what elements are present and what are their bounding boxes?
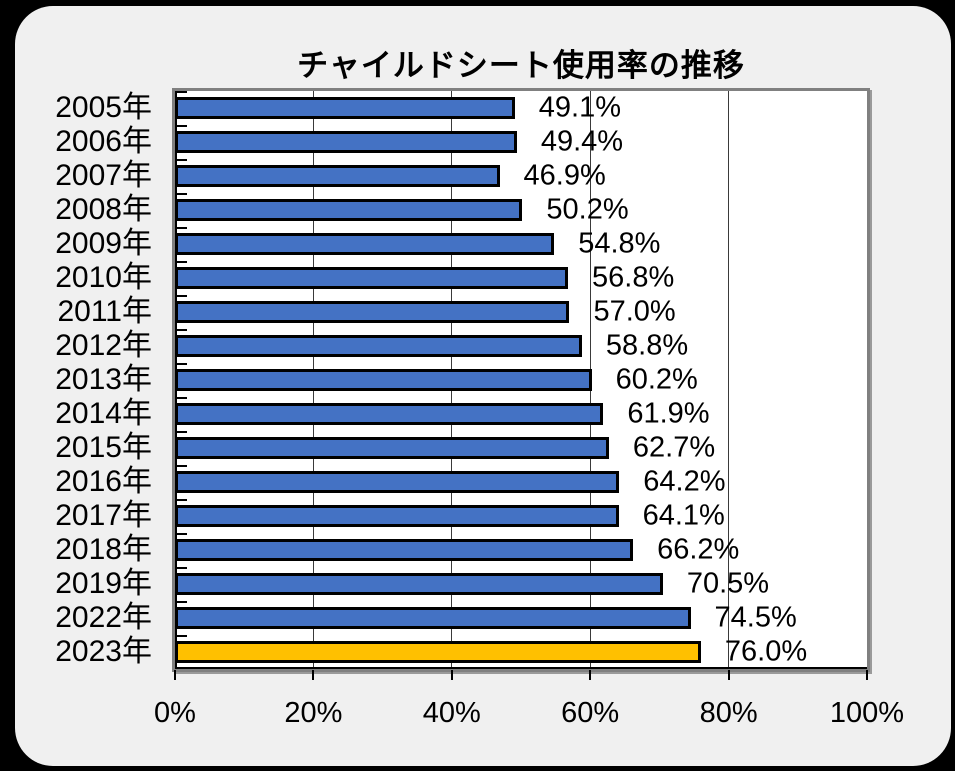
y-tick — [175, 159, 187, 161]
value-label-2019年: 70.5% — [686, 567, 770, 600]
y-tick — [175, 125, 187, 127]
value-label-2009年: 54.8% — [578, 227, 661, 260]
bar-2010年 — [175, 267, 569, 289]
plot-inner: 49.1% 49.4% 46.9% 50.2% 54.8% 56.8% 57.0% 58.8%… — [175, 91, 867, 669]
y-axis-label-2006年: 2006年 — [55, 125, 152, 158]
y-tick — [175, 193, 187, 195]
plot-area: 49.1% 49.4% 46.9% 50.2% 54.8% 56.8% 57.0% 58.8%… — [172, 88, 870, 672]
bar-2022年 — [175, 607, 691, 629]
y-axis-label-2013年: 2013年 — [55, 363, 152, 396]
value-label-2012年: 58.8% — [605, 329, 689, 362]
bar-2018年 — [175, 539, 634, 561]
y-tick — [175, 499, 187, 501]
y-tick — [175, 533, 187, 535]
value-label-2015年: 62.7% — [632, 431, 716, 464]
bar-2019年 — [175, 573, 663, 595]
value-label-2007年: 46.9% — [523, 159, 606, 192]
x-axis-label-0%: 0% — [154, 697, 196, 729]
y-axis-label-2018年: 2018年 — [55, 533, 152, 566]
bar-2009年 — [175, 233, 555, 255]
bar-2017年 — [175, 505, 619, 527]
bar-2006年 — [175, 131, 517, 153]
bar-2008年 — [175, 199, 523, 221]
y-axis-line — [175, 91, 177, 669]
y-axis-label-2007年: 2007年 — [55, 159, 152, 192]
y-tick — [175, 465, 187, 467]
y-tick — [175, 601, 187, 603]
y-tick — [175, 295, 187, 297]
y-axis-label-2011年: 2011年 — [57, 295, 152, 328]
x-tick-20% — [312, 670, 315, 680]
chart-panel: チャイルドシート使用率の推移 49.1% 49.4% 46.9% 50.2% 54.8%… — [15, 6, 951, 766]
y-tick — [175, 635, 187, 637]
value-label-2008年: 50.2% — [546, 193, 629, 226]
y-tick — [175, 431, 187, 433]
value-label-2016年: 64.2% — [643, 465, 726, 498]
x-tick-40% — [450, 670, 453, 680]
y-axis-label-2014年: 2014年 — [55, 397, 152, 430]
x-tick-60% — [589, 670, 592, 680]
bar-2012年 — [175, 335, 582, 357]
x-axis-label-80%: 80% — [699, 697, 758, 729]
y-axis-label-2009年: 2009年 — [55, 227, 152, 260]
y-tick — [175, 363, 187, 365]
bar-2014年 — [175, 403, 604, 425]
bar-2013年 — [175, 369, 592, 391]
value-label-2010年: 56.8% — [592, 261, 675, 294]
value-label-2023年: 76.0% — [724, 635, 808, 668]
x-axis-label-40%: 40% — [422, 697, 481, 729]
bar-2023年 — [175, 641, 701, 663]
y-axis-label-2012年: 2012年 — [55, 329, 152, 362]
y-axis-label-2005年: 2005年 — [55, 91, 152, 124]
y-tick — [175, 261, 187, 263]
x-tick-0% — [174, 670, 176, 680]
bar-2007年 — [175, 165, 500, 187]
y-axis-label-2010年: 2010年 — [55, 261, 152, 294]
value-label-2017年: 64.1% — [642, 499, 725, 532]
y-axis-label-2016年: 2016年 — [55, 465, 152, 498]
y-tick — [175, 329, 187, 331]
x-tick-100% — [866, 670, 868, 680]
bar-2015年 — [175, 437, 609, 459]
y-axis-label-2022年: 2022年 — [55, 601, 152, 634]
bar-2011年 — [175, 301, 570, 323]
value-label-2022年: 74.5% — [714, 601, 797, 634]
y-tick — [175, 91, 187, 93]
x-tick-80% — [727, 670, 730, 680]
y-tick — [175, 667, 187, 669]
value-label-2011年: 57.0% — [593, 295, 676, 328]
x-axis-label-100%: 100% — [829, 697, 905, 729]
chart-title: チャイルドシート使用率の推移 — [297, 48, 745, 83]
bar-2005年 — [175, 97, 515, 119]
y-tick — [175, 567, 187, 569]
y-axis-label-2008年: 2008年 — [55, 193, 152, 226]
y-tick — [175, 227, 187, 229]
y-tick — [175, 397, 187, 399]
y-axis-label-2017年: 2017年 — [55, 499, 152, 532]
value-label-2018年: 66.2% — [657, 533, 740, 566]
x-axis-label-60%: 60% — [561, 697, 620, 729]
x-axis-label-20%: 20% — [284, 697, 343, 729]
y-axis-label-2019年: 2019年 — [55, 567, 152, 600]
value-label-2005年: 49.1% — [538, 91, 621, 124]
bar-2016年 — [175, 471, 620, 493]
y-axis-label-2015年: 2015年 — [55, 431, 152, 464]
value-label-2013年: 60.2% — [615, 363, 698, 396]
x-axis-line — [175, 667, 867, 669]
gridline-80 — [728, 91, 730, 669]
value-label-2006年: 49.4% — [540, 125, 624, 158]
y-axis-label-2023年: 2023年 — [55, 635, 152, 668]
value-label-2014年: 61.9% — [627, 397, 710, 430]
y-axis-labels: 2005年 2006年 2007年 2008年 2009年 2010年 2011年 2012年… — [15, 91, 152, 671]
